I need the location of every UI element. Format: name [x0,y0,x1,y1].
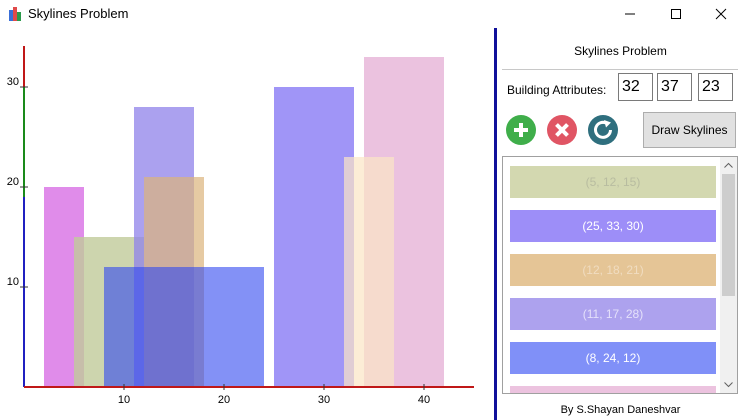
y-tick-label: 30 [7,76,19,88]
title-bar: Skylines Problem [0,0,744,28]
close-icon [715,8,727,20]
reset-button[interactable] [588,115,618,145]
attr-left-input[interactable] [618,73,653,101]
scroll-thumb[interactable] [722,174,735,296]
maximize-button[interactable] [653,0,699,28]
building-list-item[interactable]: (8, 24, 12) [510,342,716,374]
building-list-item[interactable]: (11, 17, 28) [510,298,716,330]
buildings-list[interactable]: (5, 12, 15) (25, 33, 30) (12, 18, 21) (11, … [502,156,738,394]
attr-right-input[interactable] [657,73,692,101]
y-tick-label: 10 [7,276,19,288]
x-tick-label: 30 [318,394,330,406]
list-scrollbar[interactable] [720,157,737,393]
minimize-icon [625,13,635,15]
building-bar [104,267,264,387]
control-panel: Skylines Problem Building Attributes: Dr… [497,28,744,420]
author-credit: By S.Shayan Daneshvar [560,404,681,416]
draw-skylines-button[interactable]: Draw Skylines [643,112,736,148]
scroll-down-button[interactable] [720,376,737,393]
plus-circle-icon [506,115,536,145]
remove-building-button[interactable] [547,115,577,145]
building-list-item[interactable]: (12, 18, 21) [510,254,716,286]
maximize-icon [671,9,681,19]
x-circle-icon [547,115,577,145]
y-tick-label: 20 [7,176,19,188]
city-buildings-icon [9,7,21,21]
building-bar [274,87,354,387]
window-title: Skylines Problem [28,6,129,21]
skyline-chart: 10 20 30 10 20 30 40 [7,46,474,406]
x-tick-label: 40 [418,394,430,406]
chevron-down-icon [724,382,733,388]
building-list-item[interactable] [510,386,716,393]
panel-divider [494,28,497,420]
x-tick-label: 10 [118,394,130,406]
refresh-circle-icon [588,115,618,145]
panel-title: Skylines Problem [574,44,667,58]
skyline-chart-area: 10 20 30 10 20 30 40 [0,28,494,420]
add-building-button[interactable] [506,115,536,145]
attr-height-input[interactable] [698,73,733,101]
building-attributes-label: Building Attributes: [507,83,607,97]
minimize-button[interactable] [607,0,653,28]
building-bar [344,157,394,387]
building-list-item[interactable]: (5, 12, 15) [510,166,716,198]
building-list-item[interactable]: (25, 33, 30) [510,210,716,242]
x-tick-label: 20 [218,394,230,406]
panel-separator [502,69,738,70]
scroll-up-button[interactable] [720,157,737,174]
chevron-up-icon [724,162,733,168]
close-button[interactable] [698,0,744,28]
